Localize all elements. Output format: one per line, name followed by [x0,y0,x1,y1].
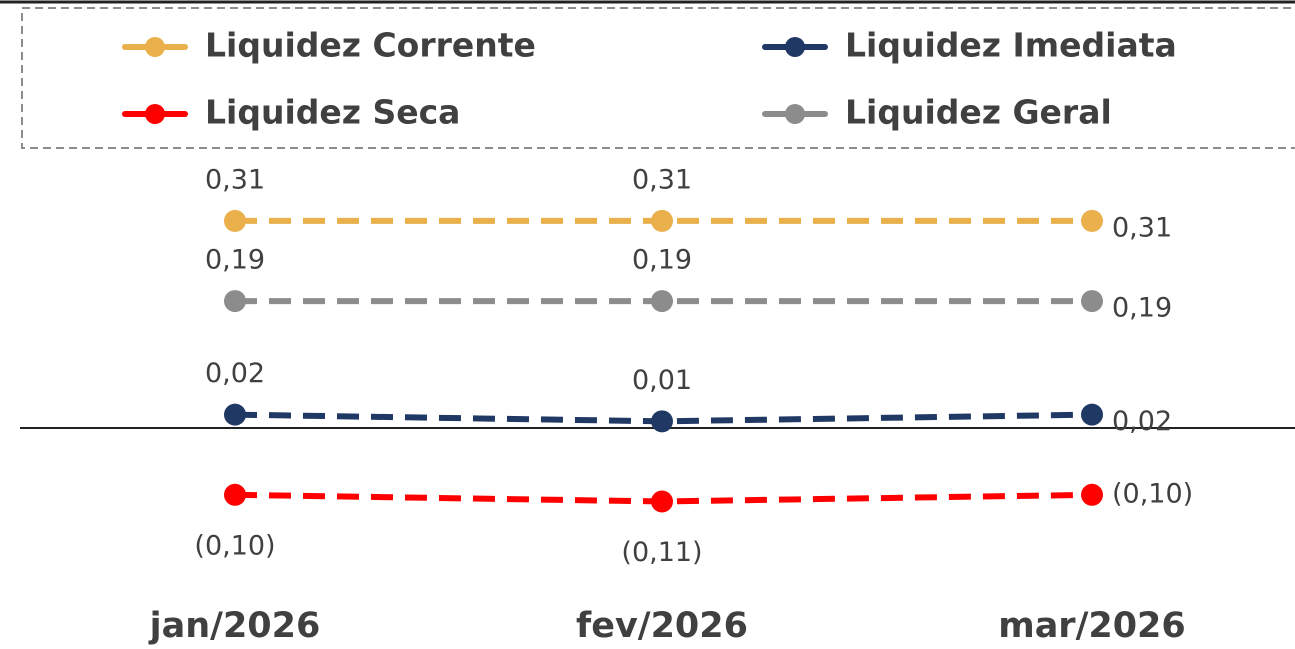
data-point [651,490,673,513]
data-label: (0,11) [621,537,702,568]
data-label: 0,01 [632,365,692,396]
data-label: 0,31 [1112,212,1172,243]
legend-label: Liquidez Imediata [845,26,1177,65]
data-label: 0,02 [1112,406,1172,437]
data-point [1081,290,1103,313]
legend-marker [145,104,165,124]
data-label: 0,31 [205,164,265,195]
legend-label: Liquidez Geral [845,93,1112,132]
data-point [651,410,673,433]
legend-box [21,7,1295,149]
data-point [1081,403,1103,426]
data-label: 0,02 [205,358,265,389]
data-point [224,403,246,426]
data-point [651,209,673,232]
data-point [1081,209,1103,232]
legend-marker [145,37,165,57]
data-label: 0,31 [632,164,692,195]
data-label: 0,19 [632,245,692,276]
data-label: 0,19 [1112,293,1172,324]
x-tick-label: jan/2026 [148,606,321,646]
data-label: (0,10) [194,530,275,561]
legend-label: Liquidez Seca [205,93,460,132]
legend-label: Liquidez Corrente [205,26,536,65]
data-point [651,290,673,313]
data-label: (0,10) [1112,478,1193,509]
legend-marker [785,104,805,124]
x-tick-label: fev/2026 [576,606,748,646]
data-point [224,483,246,506]
legend-marker [785,37,805,57]
data-label: 0,19 [205,245,265,276]
data-point [224,290,246,313]
data-point [224,209,246,232]
data-point [1081,483,1103,506]
x-tick-label: mar/2026 [998,606,1186,646]
